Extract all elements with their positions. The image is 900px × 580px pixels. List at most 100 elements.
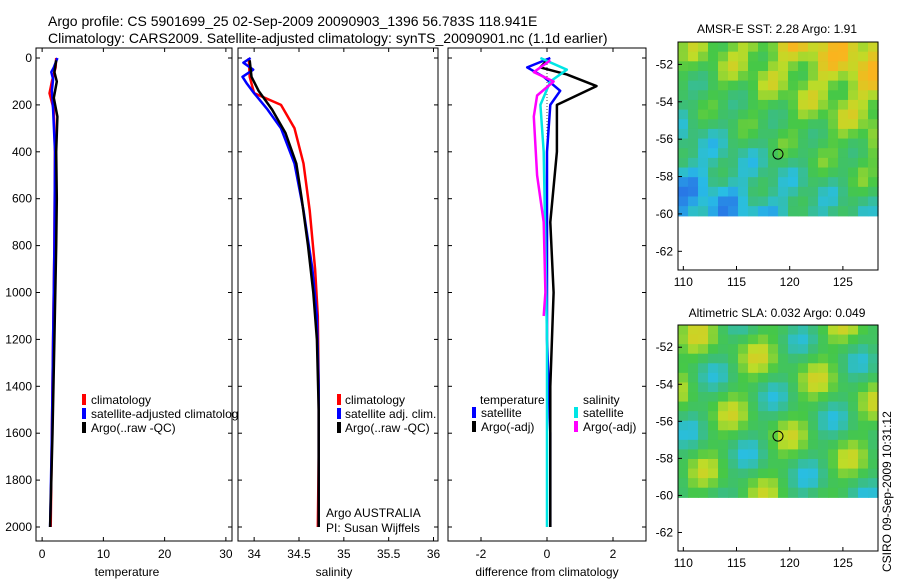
heatmap-cell [738,344,749,355]
heatmap-cell [808,334,819,345]
heatmap-cell [838,344,849,355]
heatmap-cell [848,206,859,217]
y-tick-label: 400 [12,145,32,159]
heatmap-cell [748,420,759,431]
heatmap-cell [698,42,709,53]
legend-label-climatology: climatology [345,393,405,407]
heatmap-cell [698,90,709,101]
heatmap-cell [678,458,689,470]
heatmap-cell [738,449,749,460]
heatmap-cell [698,128,709,140]
heatmap-cell [758,177,769,188]
heatmap-cell [708,439,719,451]
heatmap-cell [818,128,829,140]
heatmap-cell [808,109,819,120]
legend-header-salinity: salinity [583,393,620,407]
heatmap-cell [848,478,859,489]
series-line-satellite-adj-clim- [241,56,320,527]
heatmap-cell [768,325,779,336]
heatmap-cell [698,392,709,403]
heatmap-cell [678,372,689,384]
temperature-legend: climatology satellite-adjusted climatolo… [82,393,238,435]
heatmap-cell [678,177,689,188]
heatmap-cell [738,167,749,178]
x-tick-label: 120 [780,275,800,289]
heatmap-cell [778,61,789,72]
heatmap-cell [758,392,769,403]
heatmap-cell [708,80,719,91]
heatmap-cell [858,148,869,159]
heatmap-cell [758,449,769,460]
heatmap-cell [748,325,759,336]
heatmap-cell [688,401,699,412]
heatmap-cell [708,468,719,479]
heatmap-cell [758,334,769,345]
heatmap-cell [718,430,729,441]
heatmap-cell [848,128,859,140]
heatmap-cell [748,61,759,72]
heatmap-cell [698,70,709,82]
heatmap-cell [818,401,829,412]
heatmap-cell [828,401,839,412]
heatmap-cell [778,119,789,130]
sla-map-panel: Altimetric SLA: 0.032 Argo: 0.049 110 115… [656,306,879,570]
heatmap-cell [778,51,789,62]
heatmap-cell [678,90,689,101]
heatmap-cell [708,128,719,140]
heatmap-cell [708,157,719,169]
heatmap-cell [868,363,879,374]
heatmap-cell [728,99,739,111]
heatmap-cell [838,51,849,62]
heatmap-cell [808,90,819,101]
heatmap-cell [808,420,819,431]
heatmap-cell [788,353,799,364]
heatmap-cell [778,70,789,82]
heatmap-cell [858,458,869,470]
heatmap-cell [868,138,879,149]
y-tick-label: 800 [12,239,32,253]
y-tick-label: -58 [656,170,674,184]
series-line-argo-raw-qc- [248,60,320,527]
heatmap-cell [818,206,829,217]
heatmap-cell [718,99,729,111]
heatmap-cell [818,353,829,364]
heatmap-cell [718,42,729,53]
heatmap-cell [718,206,729,217]
heatmap-cell [818,344,829,355]
heatmap-cell [688,167,699,178]
heatmap-cell [798,382,809,393]
heatmap-cell [728,382,739,393]
heatmap-cell [708,372,719,384]
heatmap-cell [748,334,759,345]
heatmap-cell [808,411,819,422]
heatmap-cell [738,80,749,91]
heatmap-cell [798,128,809,140]
legend-swatch-sal-argo [574,421,578,432]
heatmap-cell [808,325,819,336]
heatmap-cell [748,148,759,159]
heatmap-cell [708,392,719,403]
heatmap-cell [768,382,779,393]
heatmap-cell [688,128,699,140]
heatmap-cell [718,353,729,364]
legend-swatch-temp-satellite [472,407,476,418]
heatmap-cell [758,167,769,178]
heatmap-cell [768,363,779,374]
x-tick-label: 34.5 [287,547,311,561]
heatmap-cell [828,372,839,384]
heatmap-cell [858,401,869,412]
heatmap-cell [788,167,799,178]
heatmap-cell [868,196,879,207]
y-tick-label: 0 [25,51,32,65]
heatmap-cell [758,109,769,120]
y-tick-label: 1600 [5,426,32,440]
heatmap-cell [848,411,859,422]
heatmap-cell [828,430,839,441]
heatmap-cell [848,458,859,470]
heatmap-cell [788,42,799,53]
heatmap-cell [778,109,789,120]
heatmap-cell [798,439,809,451]
heatmap-cell [728,458,739,470]
heatmap-cell [838,458,849,470]
heatmap-cell [718,119,729,130]
